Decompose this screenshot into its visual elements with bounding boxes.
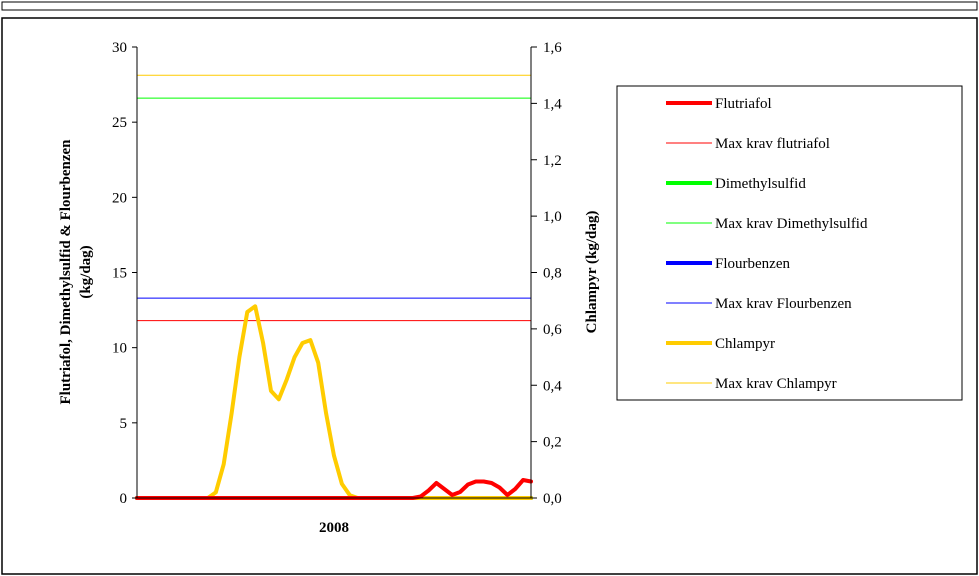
left-axis-title-line2: (kg/dag)	[78, 245, 94, 298]
legend-label-max-krav-chlampyr: Max krav Chlampyr	[715, 376, 837, 392]
right-tick-group: 0,0 0,2 0,4 0,6 0,8 1,0 1,2 1,4 1,6	[531, 40, 562, 507]
left-tick-group: 0 5 10 15 20 25 30	[112, 40, 137, 507]
right-tick-label: 1,0	[543, 209, 562, 225]
chart-area-border	[1, 17, 978, 575]
right-tick-label: 0,0	[543, 491, 562, 507]
right-tick-label: 0,4	[543, 378, 562, 394]
right-tick-label: 0,2	[543, 435, 562, 451]
series-line-chlampyr	[135, 304, 533, 500]
left-tick-label: 5	[120, 416, 128, 432]
legend: Flutriafol Max krav flutriafol Dimethylsul…	[666, 96, 868, 392]
right-tick-label: 0,8	[543, 266, 562, 282]
x-axis-title: 2008	[319, 520, 349, 536]
right-tick-label: 1,4	[543, 96, 562, 112]
series-layer	[135, 74, 533, 500]
left-tick-label: 30	[112, 40, 127, 56]
legend-label-dimethylsulfid: Dimethylsulfid	[715, 176, 806, 192]
series-line-flutriafol	[135, 478, 533, 500]
legend-label-flourbenzen: Flourbenzen	[715, 256, 790, 272]
left-axis-title-line1: Flutriafol, Dimethylsulfid & Flourbenzen	[58, 139, 74, 405]
left-tick-label: 15	[112, 266, 127, 282]
legend-label-max-krav-flourbenzen: Max krav Flourbenzen	[715, 296, 852, 312]
legend-label-chlampyr: Chlampyr	[715, 336, 775, 352]
right-tick-label: 1,6	[543, 40, 562, 56]
legend-label-max-krav-dimethylsulfid: Max krav Dimethylsulfid	[715, 216, 868, 232]
right-tick-label: 1,2	[543, 153, 562, 169]
left-tick-label: 25	[112, 115, 127, 131]
left-tick-label: 20	[112, 190, 127, 206]
legend-label-max-krav-flutriafol: Max krav flutriafol	[715, 136, 830, 152]
top-strip-border	[1, 1, 978, 11]
legend-box	[616, 85, 963, 401]
left-tick-label: 0	[120, 491, 128, 507]
right-axis-title: Chlampyr (kg/dag)	[584, 211, 600, 334]
right-tick-label: 0,6	[543, 322, 562, 338]
legend-label-flutriafol: Flutriafol	[715, 96, 772, 112]
left-tick-label: 10	[112, 341, 127, 357]
left-axis-title: Flutriafol, Dimethylsulfid & Flourbenzen…	[58, 139, 94, 405]
